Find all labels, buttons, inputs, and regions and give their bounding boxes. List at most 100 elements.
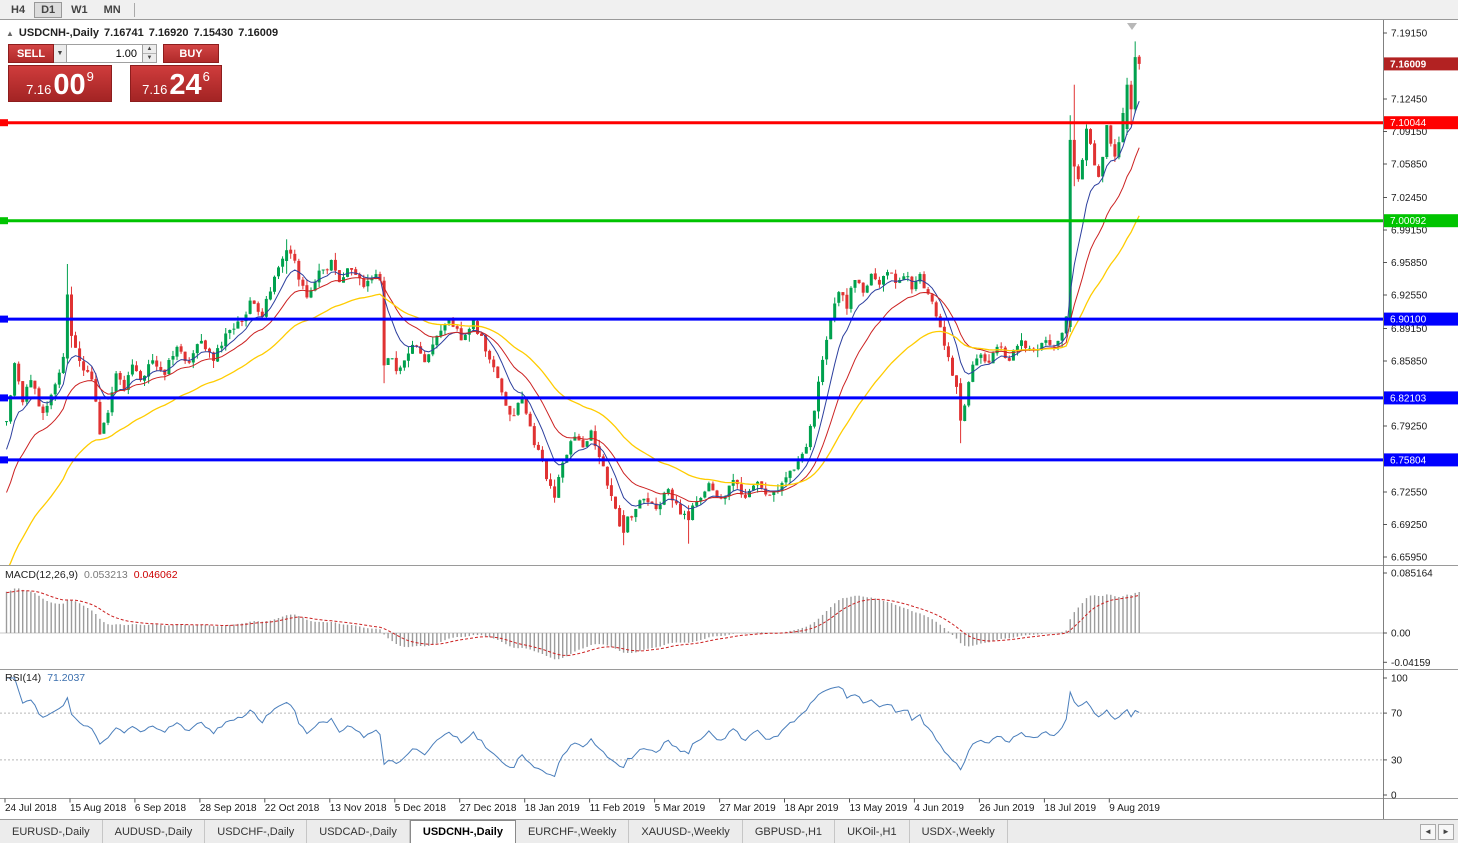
toolbar-separator (133, 2, 135, 17)
volume-increase-button[interactable]: ▲ (143, 45, 156, 54)
date-label: 4 Jun 2019 (914, 803, 964, 814)
svg-text:30: 30 (1391, 755, 1403, 766)
hline-handle[interactable] (0, 217, 8, 225)
hline-handle[interactable] (0, 119, 8, 127)
svg-text:100: 100 (1391, 674, 1408, 685)
tab-usdx-weekly[interactable]: USDX-,Weekly (910, 820, 1008, 843)
svg-text:-0.04159: -0.04159 (1391, 658, 1431, 669)
chart-area[interactable]: 7.19150 7.12450 7.09150 7.05850 7.02450 6.991… (0, 20, 1458, 819)
tab-xauusd-weekly[interactable]: XAUUSD-,Weekly (629, 820, 743, 843)
rsi-label: RSI(14) 71.2037 (5, 672, 85, 684)
date-label: 18 Jul 2019 (1044, 803, 1096, 814)
svg-text:7.10044: 7.10044 (1390, 118, 1427, 129)
sell-price-display[interactable]: 7.16 00 9 (8, 65, 112, 102)
date-label: 28 Sep 2018 (200, 803, 257, 814)
ohlc-high: 7.16920 (148, 27, 189, 39)
hline-price-badge (1384, 214, 1458, 228)
svg-text:6.99150: 6.99150 (1391, 226, 1428, 237)
timeframe-toolbar: H4 D1 W1 MN (0, 0, 1458, 20)
tab-usdchf-daily[interactable]: USDCHF-,Daily (205, 820, 308, 843)
buy-price-sup: 6 (202, 69, 210, 84)
svg-text:6.82103: 6.82103 (1390, 393, 1427, 404)
hline-handle[interactable] (0, 315, 8, 323)
symbol-title: USDCNH-,Daily (18, 27, 99, 39)
time-axis[interactable]: 24 Jul 2018 15 Aug 2018 6 Sep 2018 28 Sep 2… (4, 798, 1160, 815)
hline-handle[interactable] (0, 394, 8, 402)
date-label: 6 Sep 2018 (135, 803, 187, 814)
rsi-name: RSI(14) (5, 672, 42, 684)
macd-main-value: 0.053213 (83, 569, 128, 581)
tab-usdcad-daily[interactable]: USDCAD-,Daily (307, 820, 410, 843)
svg-text:7.09150: 7.09150 (1391, 127, 1428, 138)
date-label: 15 Aug 2018 (70, 803, 127, 814)
timeframe-button-d1[interactable]: D1 (34, 1, 63, 18)
tab-usdcnh-daily[interactable]: USDCNH-,Daily (409, 820, 516, 843)
hline-price-badge (1384, 453, 1458, 467)
date-label: 13 May 2019 (850, 803, 908, 814)
tab-scroll-left-icon[interactable]: ◄ (1420, 823, 1436, 840)
macd-histogram (0, 588, 1383, 660)
candles-layer (5, 41, 1141, 546)
ma-8-line (6, 101, 1140, 510)
tab-audusd-daily[interactable]: AUDUSD-,Daily (103, 820, 206, 843)
svg-text:7.05850: 7.05850 (1391, 160, 1428, 171)
macd-signal-line (6, 590, 1140, 657)
svg-text:7.02450: 7.02450 (1391, 193, 1428, 204)
tab-gbpusd-h1[interactable]: GBPUSD-,H1 (743, 820, 836, 843)
tab-eurchf-weekly[interactable]: EURCHF-,Weekly (516, 820, 630, 843)
hline-price-badge (1384, 116, 1458, 130)
tab-scroll-arrows: ◄ ► (1420, 820, 1458, 843)
date-label: 13 Nov 2018 (330, 803, 387, 814)
svg-text:6.72550: 6.72550 (1391, 488, 1428, 499)
svg-text:0.085164: 0.085164 (1391, 569, 1433, 580)
date-label: 11 Feb 2019 (590, 803, 646, 814)
current-price-badge (1384, 57, 1458, 71)
date-label: 22 Oct 2018 (265, 803, 320, 814)
buy-price-big: 24 (169, 69, 202, 101)
svg-text:0: 0 (1391, 791, 1397, 802)
hline-price-badge (1384, 312, 1458, 326)
svg-text:7.12450: 7.12450 (1391, 95, 1428, 106)
hline-handle[interactable] (0, 456, 8, 464)
volume-decrease-button[interactable]: ▼ (143, 54, 156, 62)
ohlc-open: 7.16741 (104, 27, 144, 39)
svg-text:7.19150: 7.19150 (1391, 29, 1428, 40)
buy-price-prefix: 7.16 (142, 82, 168, 97)
date-label: 18 Apr 2019 (785, 803, 839, 814)
timeframe-button-w1[interactable]: W1 (71, 3, 88, 16)
date-label: 27 Dec 2018 (460, 803, 517, 814)
chart-tab-bar: EURUSD-,Daily AUDUSD-,Daily USDCHF-,Daily U… (0, 819, 1458, 843)
date-label: 26 Jun 2019 (979, 803, 1034, 814)
ohlc-low: 7.15430 (193, 27, 234, 39)
sell-button[interactable]: SELL (8, 44, 54, 63)
tab-scroll-right-icon[interactable]: ► (1438, 823, 1454, 840)
tab-ukoil-h1[interactable]: UKOil-,H1 (835, 820, 910, 843)
price-axis[interactable]: 7.19150 7.12450 7.09150 7.05850 7.02450 6.991… (1383, 29, 1458, 802)
date-label: 5 Dec 2018 (395, 803, 447, 814)
volume-spinner: ▲ ▼ (143, 44, 157, 63)
macd-name: MACD(12,26,9) (5, 569, 78, 581)
timeframe-button-h4[interactable]: H4 (11, 3, 26, 16)
svg-text:6.69250: 6.69250 (1391, 520, 1428, 531)
date-label: 5 Mar 2019 (655, 803, 706, 814)
svg-text:6.90100: 6.90100 (1390, 315, 1427, 326)
date-label: 9 Aug 2019 (1109, 803, 1160, 814)
sell-price-prefix: 7.16 (26, 82, 52, 97)
volume-input[interactable] (67, 44, 143, 63)
macd-label: MACD(12,26,9) 0.053213 0.046062 (5, 569, 178, 581)
timeframe-button-mn[interactable]: MN (103, 3, 121, 16)
buy-button[interactable]: BUY (163, 44, 219, 63)
rsi-line (6, 677, 1140, 778)
ma-40-line (8, 215, 1140, 565)
svg-text:0.00: 0.00 (1391, 629, 1411, 640)
tab-eurusd-daily[interactable]: EURUSD-,Daily (0, 820, 103, 843)
ma-18-line (6, 147, 1140, 503)
volume-dropdown-button[interactable]: ▼ (54, 44, 67, 63)
chart-shift-marker[interactable] (1127, 23, 1137, 30)
buy-price-display[interactable]: 7.16 24 6 (130, 65, 222, 102)
chart-header: ▲ USDCNH-,Daily 7.16741 7.16920 7.15430 … (6, 27, 278, 39)
svg-text:7.16009: 7.16009 (1390, 59, 1427, 70)
date-label: 27 Mar 2019 (720, 803, 777, 814)
macd-signal-value: 0.046062 (133, 569, 178, 581)
